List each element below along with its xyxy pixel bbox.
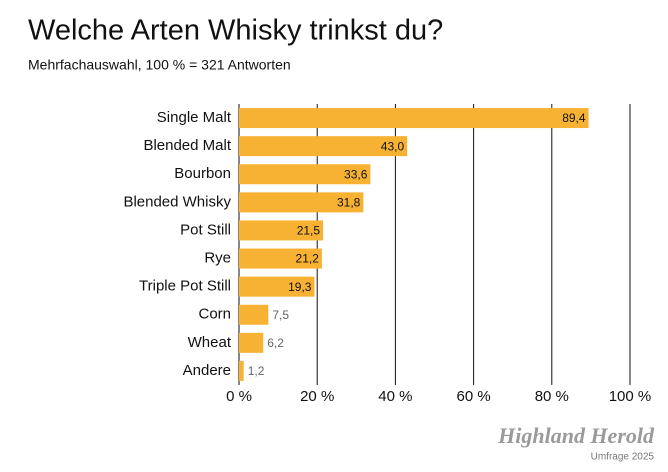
bar <box>239 192 364 213</box>
y-tick-label: Blended Whisky <box>123 193 231 210</box>
y-tick-label: Bourbon <box>174 165 231 182</box>
x-tick-label: 60 % <box>456 388 490 405</box>
y-tick-label: Rye <box>204 250 231 267</box>
x-tick-label: 20 % <box>300 388 334 405</box>
bar <box>239 136 408 157</box>
chart-subtitle: Mehrfachauswahl, 100 % = 321 Antworten <box>28 57 291 73</box>
x-tick-label: 80 % <box>535 388 569 405</box>
source: Highland Herold <box>497 423 655 448</box>
y-tick-label: Corn <box>198 306 231 323</box>
bar <box>239 332 264 353</box>
value-label: 1,2 <box>248 364 265 378</box>
value-label: 19,3 <box>288 280 312 294</box>
x-tick-label: 0 % <box>226 388 252 405</box>
bar <box>239 220 324 241</box>
bar <box>239 108 589 129</box>
value-label: 6,2 <box>267 336 284 350</box>
y-tick-label: Blended Malt <box>143 137 231 154</box>
y-tick-label: Wheat <box>188 334 232 351</box>
bar <box>239 248 322 269</box>
y-tick-label: Triple Pot Still <box>139 278 231 295</box>
value-label: 43,0 <box>381 139 405 153</box>
note: Umfrage 2025 <box>591 452 655 463</box>
bar <box>239 276 315 297</box>
value-label: 33,6 <box>344 167 368 181</box>
bar <box>239 164 371 185</box>
chart-title: Welche Arten Whisky trinkst du? <box>28 15 443 47</box>
bar <box>239 360 244 381</box>
value-label: 7,5 <box>272 308 289 322</box>
bar <box>239 304 269 325</box>
value-label: 21,5 <box>297 224 321 238</box>
y-tick-label: Single Malt <box>157 109 232 126</box>
value-label: 21,2 <box>296 252 320 266</box>
y-tick-label: Pot Still <box>180 221 231 238</box>
value-label: 31,8 <box>337 196 361 210</box>
y-tick-label: Andere <box>183 362 231 379</box>
value-label: 89,4 <box>562 111 586 125</box>
x-tick-label: 40 % <box>378 388 412 405</box>
x-tick-label: 100 % <box>609 388 652 405</box>
